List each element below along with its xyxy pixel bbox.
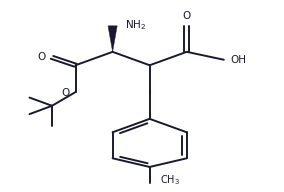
- Text: O: O: [61, 88, 69, 98]
- Text: OH: OH: [230, 55, 246, 65]
- Text: O: O: [183, 11, 191, 21]
- Polygon shape: [108, 26, 117, 52]
- Text: NH$_2$: NH$_2$: [125, 18, 147, 32]
- Text: CH$_3$: CH$_3$: [160, 173, 180, 187]
- Text: O: O: [37, 52, 46, 62]
